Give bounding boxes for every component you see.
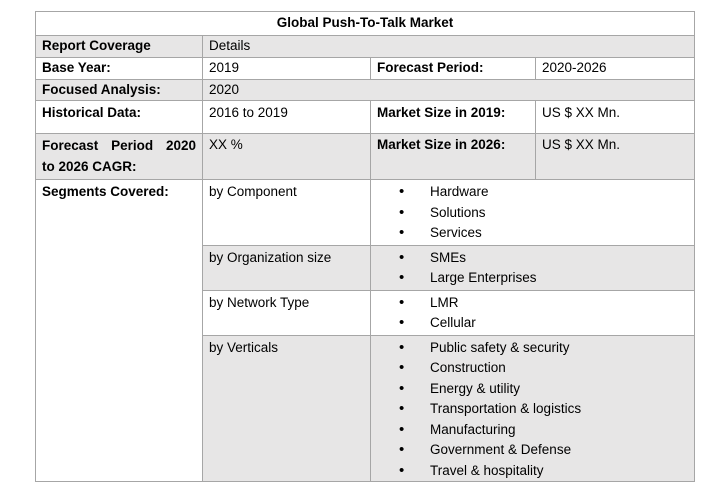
list-item: Large Enterprises [399,268,688,289]
forecast-period-label: Forecast Period: [370,57,536,80]
segment-group-name: by Organization size [202,244,371,291]
list-item: Cellular [399,313,688,334]
list-item: Manufacturing [399,420,688,441]
segment-group-name: by Verticals [202,334,371,482]
forecast-period-value: 2020-2026 [534,57,696,80]
focused-analysis-label: Focused Analysis: [35,79,203,101]
list-item: Transportation & logistics [399,399,688,420]
base-year-value: 2019 [202,57,371,80]
segment-group-items: Hardware Solutions Services [377,182,688,244]
list-item: Construction [399,358,688,379]
list-item: Government & Defense [399,440,688,461]
details-header: Details [201,35,696,58]
list-item: Public safety & security [399,338,688,359]
segment-group-items: SMEs Large Enterprises [377,248,688,289]
list-item: Energy & utility [399,379,688,400]
historical-data-value: 2016 to 2019 [202,100,371,134]
report-coverage-header: Report Coverage [35,35,203,58]
market-size-2019-value: US $ XX Mn. [534,100,696,134]
cagr-label-line1: Forecast Period 2020 [42,138,196,153]
segment-group-items: LMR Cellular [377,293,688,334]
market-size-2026-label: Market Size in 2026: [370,133,536,180]
segment-group-name: by Network Type [202,289,371,336]
list-item: Travel & hospitality [399,461,688,482]
market-size-2026-value: US $ XX Mn. [534,133,696,180]
cagr-label: Forecast Period 2020 to 2026 CAGR: [35,133,203,180]
list-item: LMR [399,293,688,314]
focused-analysis-value: 2020 [201,79,696,101]
segment-group-items: Public safety & security Construction En… [377,338,688,482]
report-table: Global Push-To-Talk Market Report Covera… [34,11,696,482]
cagr-value: XX % [202,133,371,180]
list-item: Solutions [399,203,688,224]
market-size-2019-label: Market Size in 2019: [370,100,536,134]
segment-group-name: by Component [202,179,371,246]
table-title: Global Push-To-Talk Market [34,11,696,36]
base-year-label: Base Year: [35,57,203,80]
cagr-label-line2: to 2026 CAGR: [42,159,137,174]
segments-covered-label: Segments Covered: [35,179,203,482]
list-item: Services [399,223,688,244]
historical-data-label: Historical Data: [35,100,203,134]
list-item: Hardware [399,182,688,203]
list-item: SMEs [399,248,688,269]
